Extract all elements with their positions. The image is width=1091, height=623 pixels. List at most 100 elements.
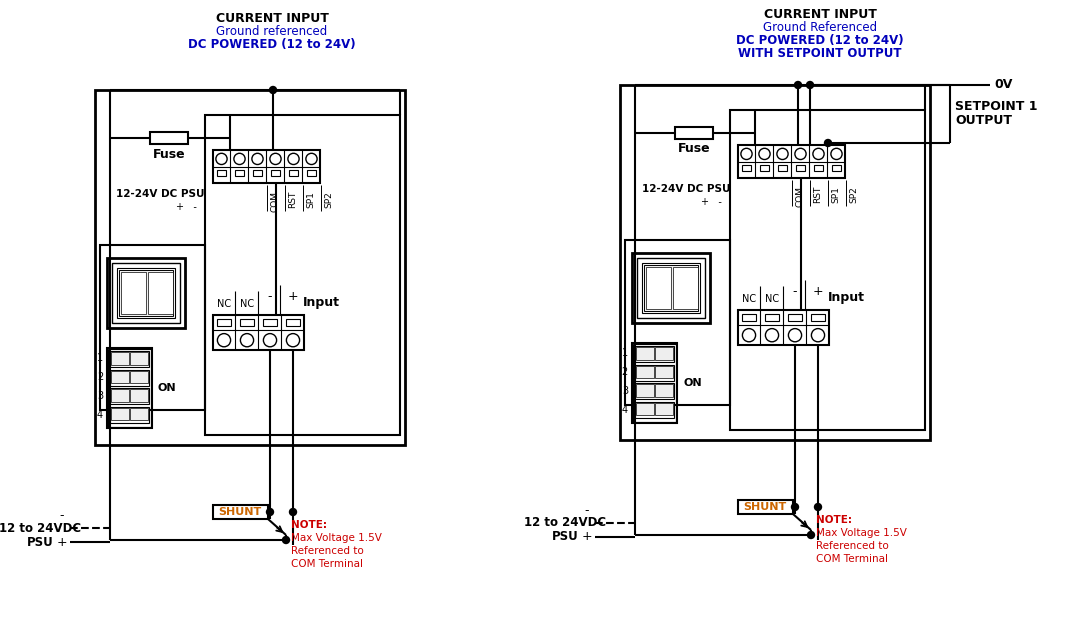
Text: RST: RST (814, 186, 823, 203)
Bar (119, 270, 173, 316)
Text: 3: 3 (97, 391, 103, 401)
Bar (625, 240, 730, 405)
Bar (287, 319, 300, 326)
Text: 12-24V DC PSU: 12-24V DC PSU (642, 184, 730, 194)
Bar (110, 406, 149, 423)
Text: COM Terminal: COM Terminal (291, 559, 363, 569)
Text: 1: 1 (622, 348, 628, 358)
Circle shape (791, 503, 799, 510)
Text: WITH SETPOINT OUTPUT: WITH SETPOINT OUTPUT (739, 47, 902, 60)
Text: DC POWERED (12 to 24V): DC POWERED (12 to 24V) (188, 38, 356, 51)
Text: PSU: PSU (552, 531, 578, 543)
Text: 1: 1 (97, 353, 103, 363)
Text: Max Voltage 1.5V: Max Voltage 1.5V (816, 528, 907, 538)
Text: Referenced to: Referenced to (291, 546, 363, 556)
Text: NC: NC (217, 299, 231, 309)
Text: SP1: SP1 (307, 191, 315, 208)
Text: SP1: SP1 (831, 186, 840, 203)
Text: +: + (57, 536, 68, 548)
Text: SP2: SP2 (324, 191, 334, 207)
Bar (213, 150, 320, 183)
Circle shape (283, 536, 289, 543)
Text: +: + (813, 285, 824, 298)
Text: -: - (267, 290, 273, 303)
Bar (675, 127, 714, 139)
Text: Input: Input (828, 291, 865, 304)
Bar (111, 371, 129, 383)
Text: NC: NC (742, 294, 756, 304)
Text: RST: RST (288, 191, 298, 208)
Text: 12 to 24VDC: 12 to 24VDC (0, 521, 81, 535)
Text: 12-24V DC PSU: 12-24V DC PSU (117, 189, 205, 199)
Bar (111, 389, 129, 402)
Text: OUTPUT: OUTPUT (955, 115, 1012, 128)
Text: Max Voltage 1.5V: Max Voltage 1.5V (291, 533, 382, 543)
Bar (263, 319, 277, 326)
Text: NC: NC (765, 294, 779, 304)
Bar (107, 258, 185, 328)
Circle shape (269, 87, 276, 93)
Bar (673, 267, 698, 309)
Bar (110, 351, 149, 368)
Bar (738, 145, 846, 178)
Bar (637, 258, 705, 318)
Bar (642, 263, 700, 313)
Text: -: - (60, 509, 64, 522)
Bar (636, 366, 654, 378)
Bar (635, 383, 674, 399)
Bar (778, 165, 788, 171)
Bar (148, 272, 173, 314)
Bar (130, 371, 148, 383)
Text: 4: 4 (622, 405, 628, 415)
Circle shape (806, 82, 814, 88)
Bar (121, 272, 146, 314)
Text: NOTE:: NOTE: (291, 520, 327, 530)
Text: CURRENT INPUT: CURRENT INPUT (216, 12, 328, 25)
Bar (636, 347, 654, 360)
Bar (213, 315, 304, 350)
Bar (289, 170, 298, 176)
Bar (759, 165, 769, 171)
Bar (655, 402, 673, 416)
Bar (632, 343, 678, 423)
Text: Ground referenced: Ground referenced (216, 25, 327, 38)
Text: +   -: + - (176, 202, 197, 212)
Circle shape (266, 508, 274, 515)
Bar (205, 115, 400, 435)
Circle shape (815, 503, 822, 510)
Bar (620, 85, 930, 440)
Bar (633, 344, 676, 422)
Bar (110, 388, 149, 404)
Bar (271, 170, 280, 176)
Text: 2: 2 (622, 367, 628, 377)
Bar (111, 352, 129, 365)
Bar (100, 245, 205, 410)
Bar (644, 265, 698, 311)
Text: COM: COM (795, 186, 804, 207)
Text: 2: 2 (97, 372, 103, 382)
Bar (738, 500, 793, 514)
Bar (814, 165, 824, 171)
Text: Fuse: Fuse (678, 143, 710, 156)
Bar (149, 132, 188, 144)
Bar (130, 407, 148, 421)
Bar (655, 347, 673, 360)
Text: NOTE:: NOTE: (816, 515, 852, 525)
Text: 4: 4 (97, 410, 103, 420)
Bar (635, 364, 674, 381)
Text: COM Terminal: COM Terminal (816, 554, 888, 564)
Text: 12 to 24VDC: 12 to 24VDC (524, 516, 607, 530)
Circle shape (807, 531, 815, 538)
Bar (636, 402, 654, 416)
Text: NC: NC (240, 299, 254, 309)
Bar (307, 170, 316, 176)
Bar (742, 165, 752, 171)
Text: SETPOINT 1: SETPOINT 1 (955, 100, 1038, 113)
Text: +: + (582, 531, 592, 543)
Circle shape (794, 82, 802, 88)
Bar (107, 348, 152, 428)
Text: ON: ON (158, 383, 177, 393)
Text: +: + (288, 290, 298, 303)
Bar (635, 401, 674, 418)
Bar (632, 253, 710, 323)
